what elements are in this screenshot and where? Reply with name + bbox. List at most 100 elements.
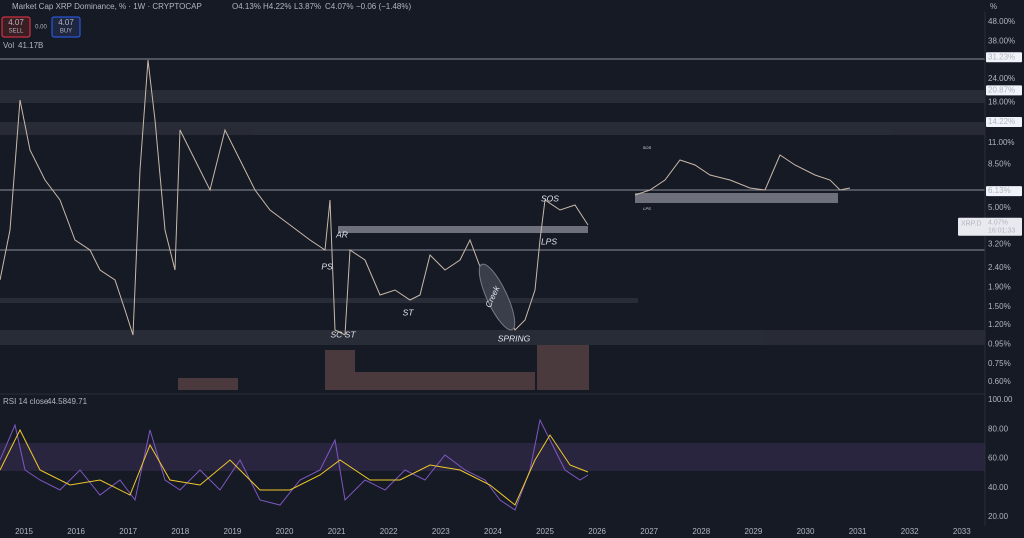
price-tick-label: 0.60% [988, 377, 1011, 386]
price-tick-label: 31.23% [988, 52, 1015, 61]
year-label: 2026 [588, 527, 606, 536]
buy-price: 4.07 [58, 18, 74, 27]
volume-bar [537, 345, 589, 390]
annotation: SPRING [498, 333, 531, 343]
creek-ellipse [478, 263, 516, 331]
zone [635, 193, 838, 203]
annotation: SOS [643, 145, 652, 150]
price-tick-label: 18.00% [988, 98, 1015, 107]
price-tick-label: 8.50% [988, 159, 1011, 168]
zones [0, 90, 985, 471]
price-tick-label: 6.13% [988, 186, 1011, 195]
ohlc-value: C4.07% [325, 2, 353, 11]
year-label: 2027 [640, 527, 658, 536]
year-label: 2024 [484, 527, 502, 536]
ohlc-value: O4.13% [232, 2, 261, 11]
year-label: 2032 [901, 527, 919, 536]
year-label: 2030 [797, 527, 815, 536]
annotation: LPS [643, 206, 651, 211]
year-label: 2025 [536, 527, 554, 536]
price-tick-label: 48.00% [988, 17, 1015, 26]
countdown: 16:01:33 [988, 228, 1015, 235]
spread: 0.00 [35, 25, 47, 31]
rsi-tick-label: 60.00 [988, 454, 1009, 463]
volume-bar [355, 372, 535, 390]
axis-unit: % [990, 2, 997, 11]
ohlc-value: −0.06 (−1.48%) [356, 2, 411, 11]
price-tick-label: 2.40% [988, 263, 1011, 272]
annotation: ST [403, 307, 415, 317]
current-value: 4.07% [988, 220, 1008, 227]
rsi-ma-value: 49.71 [67, 397, 88, 406]
year-label: 2018 [171, 527, 189, 536]
volume-bars [178, 345, 589, 390]
price-tick-label: 14.22% [988, 117, 1015, 126]
buy-label: BUY [60, 29, 72, 35]
price-tick-label: 1.20% [988, 320, 1011, 329]
year-label: 2019 [224, 527, 242, 536]
zone [0, 330, 985, 345]
tick-box [986, 52, 1022, 63]
price-tick-label: 20.87% [988, 86, 1015, 95]
rsi-tick-label: 100.00 [988, 395, 1013, 404]
price-tick-label: 0.95% [988, 339, 1011, 348]
ohlc-value: L3.87% [294, 2, 321, 11]
year-label: 2016 [67, 527, 85, 536]
projected-line [634, 154, 851, 196]
price-tick-label: 3.20% [988, 240, 1011, 249]
price-tick-label: 0.75% [988, 359, 1011, 368]
price-tick-label: 24.00% [988, 74, 1015, 83]
symbol: Market Cap XRP Dominance, % · 1W · CRYPT… [12, 2, 202, 11]
rsi-band [0, 443, 985, 471]
year-label: 2031 [849, 527, 867, 536]
levels [0, 58, 985, 251]
year-label: 2023 [432, 527, 450, 536]
tick-box [986, 116, 1022, 127]
year-label: 2033 [953, 527, 971, 536]
ohlc-value: H4.22% [263, 2, 291, 11]
rsi-ma-line [0, 428, 589, 506]
annotation: AR [335, 229, 348, 239]
annotation: SOS [541, 193, 559, 203]
volume-bar [325, 350, 355, 390]
year-label: 2015 [15, 527, 33, 536]
rsi-tick-label: 20.00 [988, 512, 1009, 521]
zone [0, 90, 985, 103]
price-tick-label: 5.00% [988, 203, 1011, 212]
price-tick-label: 11.00% [988, 138, 1015, 147]
rsi-line [0, 418, 589, 511]
tick-box [986, 186, 1022, 197]
annotation: PS [321, 261, 333, 271]
volume-bar [178, 378, 238, 390]
zone [338, 226, 588, 233]
sell-label: SELL [9, 29, 24, 35]
volume-label: Vol [3, 41, 14, 50]
current-box [958, 217, 1022, 236]
sell-price: 4.07 [8, 18, 24, 27]
volume-value: 41.17B [18, 41, 43, 50]
rsi-value: 44.58 [47, 397, 68, 406]
rsi-label: RSI 14 close [3, 397, 49, 406]
rsi-tick-label: 40.00 [988, 483, 1009, 492]
year-label: 2021 [328, 527, 346, 536]
price-tick-label: 1.50% [988, 302, 1011, 311]
year-label: 2020 [276, 527, 294, 536]
annotation: LPS [541, 236, 557, 246]
buy-button[interactable] [51, 16, 81, 38]
year-label: 2028 [692, 527, 710, 536]
zone [0, 122, 985, 135]
year-label: 2029 [745, 527, 763, 536]
year-label: 2022 [380, 527, 398, 536]
annotation: SC ST [330, 329, 356, 339]
year-label: 2017 [119, 527, 137, 536]
tick-box [986, 85, 1022, 96]
price-tick-label: 1.90% [988, 282, 1011, 291]
price-tick-label: 38.00% [988, 36, 1015, 45]
rsi-tick-label: 80.00 [988, 424, 1009, 433]
current-symbol: XRP.D [961, 221, 982, 228]
sell-button[interactable] [1, 16, 31, 38]
zone [0, 298, 638, 303]
